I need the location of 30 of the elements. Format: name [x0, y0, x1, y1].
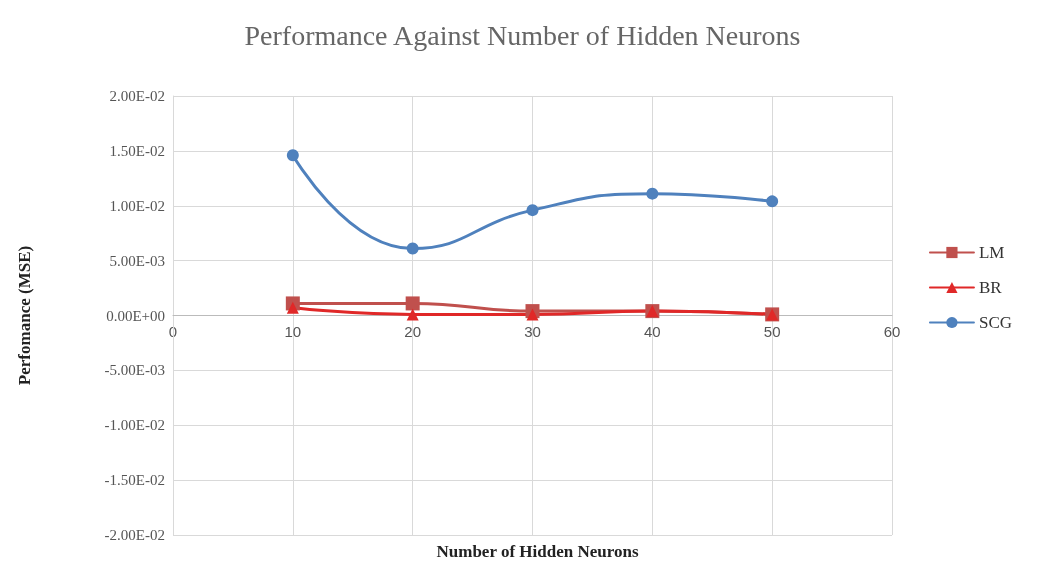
x-tick-label: 40	[643, 322, 661, 340]
point	[286, 301, 299, 314]
x-tick-label: 10	[284, 322, 302, 340]
y-tick-label: 1.50E-02	[109, 142, 165, 159]
x-tick-label: 30	[524, 322, 541, 340]
point	[526, 204, 539, 217]
x-tick-label: 20	[404, 322, 422, 340]
point	[405, 296, 420, 311]
point	[646, 187, 659, 200]
y-tick-label: 0.00E+00	[106, 307, 165, 324]
legend-label: BR	[978, 278, 1003, 297]
point	[766, 195, 779, 208]
y-tick-label: 2.00E-02	[109, 88, 165, 104]
chart-title: Performance Against Number of Hidden Neurons	[244, 19, 801, 51]
legend-label: SCG	[978, 313, 1013, 332]
y-tick-label: -1.50E-02	[104, 472, 165, 489]
y-tick-label: -1.00E-02	[104, 417, 165, 434]
y-axis-title: Perfomance (MSE)	[15, 245, 34, 386]
y-tick-label: 1.00E-02	[109, 197, 165, 214]
y-tick-label: -5.00E-03	[104, 362, 165, 379]
point	[406, 308, 419, 321]
y-tick-label: -2.00E-02	[104, 527, 165, 543]
point	[406, 242, 419, 255]
legend-label: LM	[978, 243, 1005, 262]
x-tick-label: 50	[763, 322, 781, 340]
point	[286, 149, 299, 162]
x-axis-title: Number of Hidden Neurons	[436, 542, 639, 561]
x-tick-label: 60	[883, 322, 901, 340]
point	[526, 308, 539, 321]
y-tick-label: 5.00E-03	[109, 252, 165, 269]
